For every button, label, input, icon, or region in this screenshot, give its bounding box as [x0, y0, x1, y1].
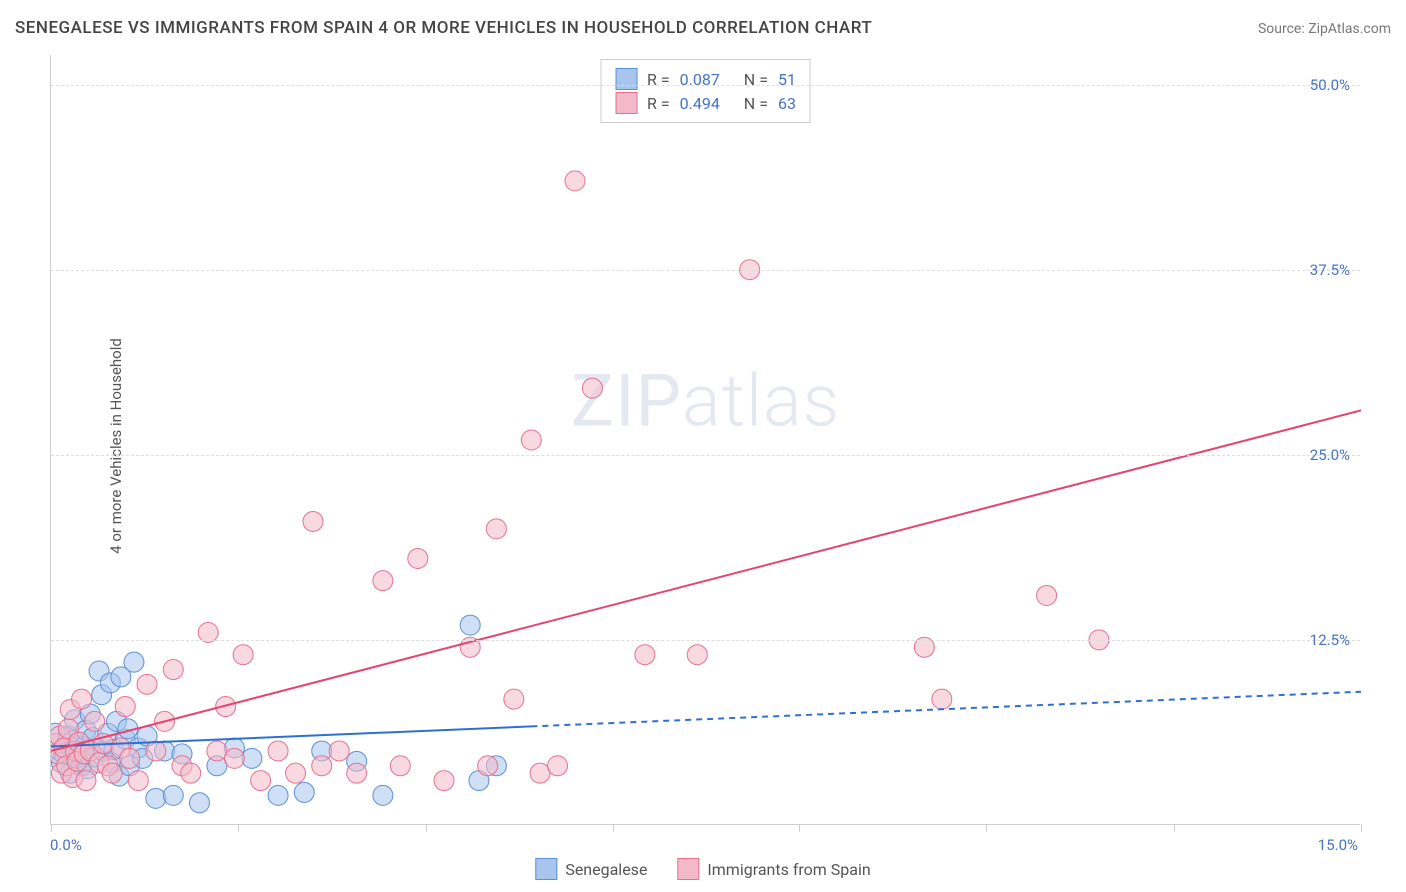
n-label: N =	[744, 70, 768, 89]
data-point	[251, 771, 271, 791]
gridline	[51, 640, 1360, 641]
x-tick-max: 15.0%	[1318, 836, 1358, 854]
y-tick-label: 50.0%	[1310, 76, 1350, 94]
stats-row-series1: R = 0.087 N = 51	[615, 68, 796, 90]
gridline	[51, 455, 1360, 456]
data-point	[303, 511, 323, 531]
data-point	[478, 756, 498, 776]
data-point	[565, 171, 585, 191]
swatch-series2	[615, 92, 637, 114]
x-tick	[986, 824, 987, 832]
data-point	[146, 788, 166, 808]
data-point	[268, 741, 288, 761]
y-tick-label: 37.5%	[1310, 261, 1350, 279]
x-tick	[426, 824, 427, 832]
data-point	[163, 785, 183, 805]
chart-title: SENEGALESE VS IMMIGRANTS FROM SPAIN 4 OR…	[15, 18, 872, 38]
y-tick-label: 12.5%	[1310, 631, 1350, 649]
data-point	[1037, 585, 1057, 605]
data-point	[102, 763, 122, 783]
trend-line	[51, 410, 1361, 751]
data-point	[146, 741, 166, 761]
legend-swatch-2	[677, 858, 699, 880]
gridline	[51, 85, 1360, 86]
n-label: N =	[744, 94, 768, 113]
x-tick	[1361, 824, 1362, 832]
data-point	[163, 660, 183, 680]
data-point	[294, 782, 314, 802]
r-value-1: 0.087	[680, 70, 720, 89]
data-point	[72, 689, 92, 709]
n-value-1: 51	[778, 70, 796, 89]
data-point	[189, 793, 209, 813]
data-point	[124, 652, 144, 672]
x-tick	[613, 824, 614, 832]
legend-item-1: Senegalese	[535, 858, 647, 880]
data-point	[582, 378, 602, 398]
stats-row-series2: R = 0.494 N = 63	[615, 92, 796, 114]
data-point	[233, 645, 253, 665]
plot-area: ZIPatlas R = 0.087 N = 51 R = 0.494 N = …	[50, 55, 1360, 825]
data-point	[120, 748, 140, 768]
data-point	[390, 756, 410, 776]
data-point	[76, 771, 96, 791]
data-point	[408, 548, 428, 568]
data-point	[329, 741, 349, 761]
legend-item-2: Immigrants from Spain	[677, 858, 870, 880]
data-point	[181, 763, 201, 783]
r-label: R =	[647, 70, 670, 89]
data-point	[373, 785, 393, 805]
data-point	[85, 711, 105, 731]
data-point	[286, 763, 306, 783]
data-point	[460, 615, 480, 635]
data-point	[137, 674, 157, 694]
legend: Senegalese Immigrants from Spain	[535, 858, 870, 880]
r-value-2: 0.494	[680, 94, 720, 113]
source-label: Source: ZipAtlas.com	[1258, 21, 1391, 37]
legend-label-1: Senegalese	[565, 860, 647, 879]
r-label: R =	[647, 94, 670, 113]
legend-swatch-1	[535, 858, 557, 880]
x-tick	[1174, 824, 1175, 832]
data-point	[373, 571, 393, 591]
x-tick	[799, 824, 800, 832]
stats-box: R = 0.087 N = 51 R = 0.494 N = 63	[600, 59, 811, 123]
data-point	[434, 771, 454, 791]
x-tick	[238, 824, 239, 832]
scatter-svg	[51, 55, 1361, 825]
data-point	[932, 689, 952, 709]
data-point	[224, 748, 244, 768]
y-tick-label: 25.0%	[1310, 446, 1350, 464]
data-point	[687, 645, 707, 665]
data-point	[347, 763, 367, 783]
data-point	[486, 519, 506, 539]
data-point	[521, 430, 541, 450]
swatch-series1	[615, 68, 637, 90]
gridline	[51, 270, 1360, 271]
n-value-2: 63	[778, 94, 796, 113]
x-tick	[51, 824, 52, 832]
data-point	[115, 697, 135, 717]
data-point	[504, 689, 524, 709]
data-point	[128, 771, 148, 791]
data-point	[268, 785, 288, 805]
x-tick-min: 0.0%	[50, 836, 82, 854]
data-point	[548, 756, 568, 776]
data-point	[312, 756, 332, 776]
legend-label-2: Immigrants from Spain	[707, 860, 870, 879]
data-point	[635, 645, 655, 665]
